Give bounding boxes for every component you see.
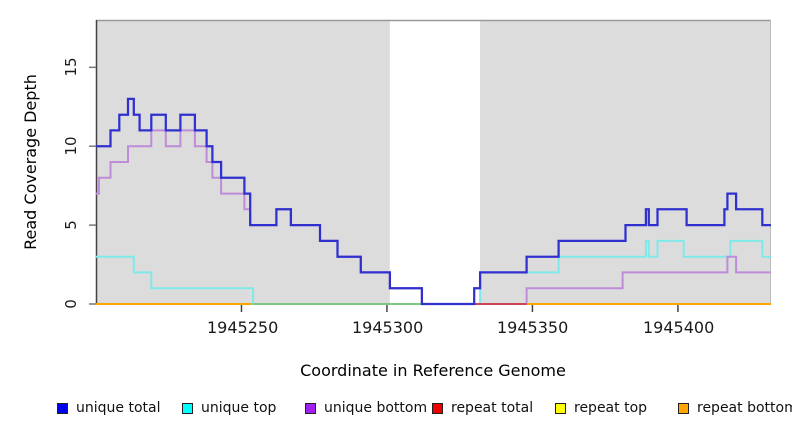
unique-total-swatch-icon	[57, 402, 68, 414]
legend-item-repeat-top: repeat top	[555, 399, 647, 417]
y-tick-label: 10	[62, 136, 80, 156]
y-axis-title: Read Coverage Depth	[21, 74, 40, 250]
series-line-unique-total	[96, 97, 771, 306]
legend-item-unique-total: unique total	[57, 399, 160, 417]
y-tick-label: 5	[62, 220, 80, 230]
legend-label: unique bottom	[324, 400, 428, 416]
legend-label: repeat bottom	[697, 400, 792, 416]
legend-item-unique-top: unique top	[182, 399, 276, 417]
x-tick-label: 1945300	[352, 318, 424, 337]
y-tick-label: 15	[62, 57, 80, 77]
covered-region-background	[96, 20, 390, 304]
x-tick-label: 1945400	[643, 318, 715, 337]
repeat-top-swatch-icon	[555, 402, 566, 414]
legend-label: repeat top	[574, 400, 648, 416]
legend-item-repeat-bottom: repeat bottom	[678, 399, 792, 417]
legend-item-unique-bottom: unique bottom	[305, 399, 427, 417]
legend-label: unique top	[201, 400, 277, 416]
legend-label: unique total	[76, 400, 161, 416]
x-tick-label: 1945350	[497, 318, 569, 337]
x-axis-title: Coordinate in Reference Genome	[300, 361, 566, 380]
x-tick-label: 1945250	[207, 318, 279, 337]
unique-top-swatch-icon	[182, 402, 193, 414]
legend-label: repeat total	[451, 400, 534, 416]
repeat-bottom-swatch-icon	[678, 402, 689, 414]
repeat-total-swatch-icon	[432, 402, 443, 414]
series-line-unique-top	[96, 239, 771, 305]
y-tick-label: 0	[62, 299, 80, 309]
unique-bottom-swatch-icon	[305, 402, 316, 414]
legend-item-repeat-total: repeat total	[432, 399, 533, 417]
